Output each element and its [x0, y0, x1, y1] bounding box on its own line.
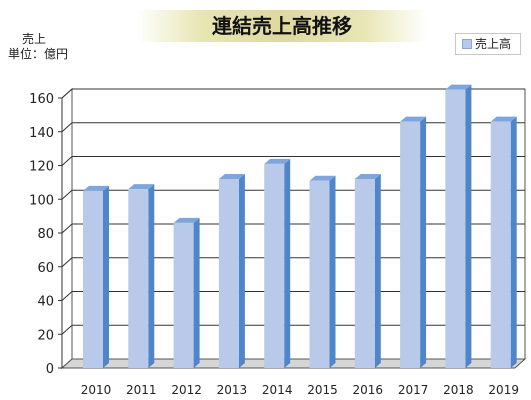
x-tick-label: 2019 — [488, 383, 519, 397]
x-tick-label: 2015 — [307, 383, 338, 397]
bar-top — [445, 84, 472, 90]
bar-front — [400, 121, 421, 368]
bar-front — [128, 189, 149, 368]
bar-front — [309, 180, 330, 368]
bar-top — [218, 174, 245, 179]
bar-top — [83, 185, 109, 191]
bar-side — [103, 185, 109, 368]
y-tick-label: 80 — [37, 227, 54, 242]
bar-side — [420, 116, 427, 368]
legend-label-sales: 売上高 — [475, 37, 512, 51]
bar-front — [264, 163, 285, 368]
legend: 売上高 — [455, 33, 521, 55]
bar-top — [400, 116, 427, 122]
bar-side — [510, 116, 517, 368]
x-tick-label: 2016 — [353, 383, 384, 397]
x-tick-label: 2011 — [126, 383, 157, 397]
unit-label: 売上 単位：億円 — [8, 32, 68, 62]
x-tick-label: 2013 — [217, 383, 248, 397]
bar-side — [238, 174, 245, 368]
x-tick-label: 2010 — [81, 383, 112, 397]
bar-front — [83, 190, 103, 368]
legend-swatch-sales — [462, 39, 472, 49]
y-tick-label: 20 — [37, 328, 54, 343]
gridline — [61, 156, 525, 166]
x-tick-label: 2014 — [262, 383, 293, 397]
y-tick-label: 120 — [29, 160, 54, 175]
bar-side — [193, 217, 200, 368]
bar-front — [445, 89, 466, 368]
y-tick-label: 60 — [37, 261, 54, 276]
bar-top — [490, 116, 517, 122]
bar-top — [354, 174, 381, 179]
bar-side — [329, 175, 336, 368]
y-tick-label: 0 — [46, 362, 54, 377]
unit-label-line-1: 売上 — [22, 32, 47, 46]
chart-title: 連結売上高推移 — [137, 10, 427, 42]
bar-front — [490, 121, 511, 368]
bar-front — [354, 179, 375, 368]
bar-top — [309, 175, 336, 181]
bar-2016 — [354, 174, 381, 368]
bar-side — [148, 184, 155, 368]
bar-2011 — [128, 184, 155, 368]
bar-2014 — [264, 158, 291, 368]
bar-side — [374, 174, 381, 368]
bar-front — [218, 179, 239, 368]
bar-top — [264, 158, 291, 164]
bar-2010 — [83, 185, 109, 368]
bar-2013 — [218, 174, 245, 368]
bar-2017 — [400, 116, 427, 368]
x-tick-label: 2012 — [171, 383, 202, 397]
gridline — [61, 88, 525, 99]
y-tick-label: 40 — [37, 295, 54, 310]
gridline — [61, 122, 525, 133]
x-tick-label: 2018 — [443, 383, 474, 397]
bar-2015 — [309, 175, 336, 368]
y-tick-label: 100 — [29, 193, 54, 208]
bar-front — [173, 222, 194, 368]
bar-2012 — [173, 217, 200, 368]
y-tick-label: 160 — [29, 92, 54, 107]
bar-2018 — [445, 84, 472, 368]
bar-top — [173, 217, 200, 223]
bar-2019 — [490, 116, 517, 368]
bar-top — [128, 184, 155, 190]
x-tick-label: 2017 — [398, 383, 429, 397]
unit-label-line-2: 単位：億円 — [8, 47, 69, 61]
y-tick-label: 140 — [29, 126, 54, 141]
bar-side — [465, 84, 472, 368]
bar-side — [284, 158, 291, 368]
